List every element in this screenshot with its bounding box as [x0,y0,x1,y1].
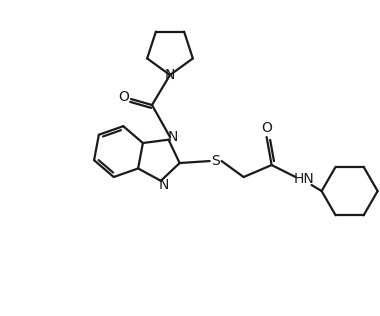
Text: O: O [261,121,272,135]
Text: N: N [158,178,169,192]
Text: S: S [211,154,220,168]
Text: HN: HN [293,172,314,186]
Text: O: O [119,90,130,104]
Text: N: N [167,130,178,144]
Text: N: N [165,68,175,82]
